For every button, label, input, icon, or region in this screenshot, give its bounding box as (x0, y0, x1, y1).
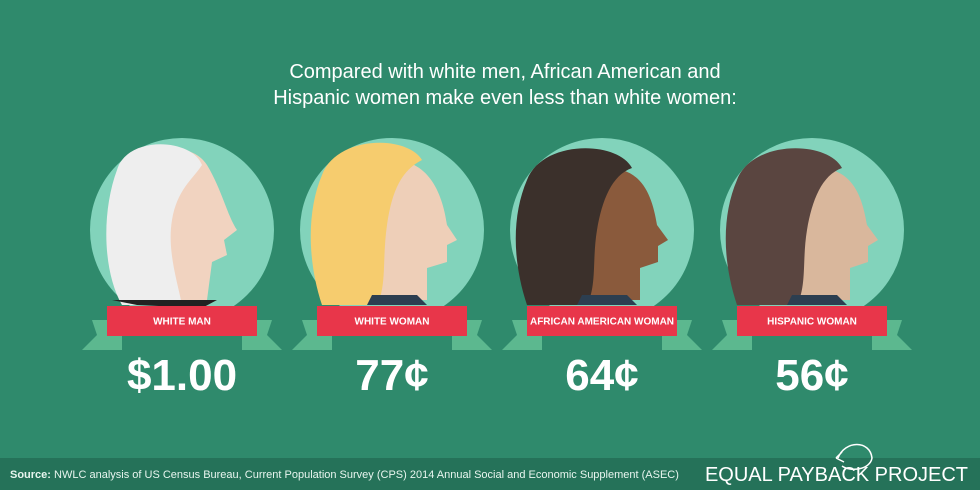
hair (310, 142, 422, 305)
person: AFRICAN AMERICAN WOMAN 64¢ (502, 138, 702, 400)
person: HISPANIC WOMAN 56¢ (712, 138, 912, 400)
footer (0, 458, 980, 490)
ribbon (737, 306, 887, 336)
pay-value: 56¢ (775, 351, 848, 400)
ribbon (107, 306, 257, 336)
hair (515, 148, 632, 305)
ribbon (317, 306, 467, 336)
person-label: HISPANIC WOMAN (767, 317, 857, 328)
hair (106, 144, 202, 305)
ribbon (527, 306, 677, 336)
person: WHITE MAN $1.00 (82, 138, 282, 400)
collar (787, 295, 847, 305)
hair (725, 148, 842, 305)
source-label: Source: (10, 469, 51, 481)
collar (577, 295, 637, 305)
source-text: NWLC analysis of US Census Bureau, Curre… (54, 469, 679, 481)
source: Source: NWLC analysis of US Census Burea… (10, 469, 679, 481)
person-label: WHITE WOMAN (355, 317, 430, 328)
person-label: WHITE MAN (153, 317, 211, 328)
pay-value: 77¢ (355, 351, 428, 400)
collar (367, 295, 427, 305)
brand: EQUAL PAYBACK PROJECT (705, 464, 968, 486)
person: WHITE WOMAN 77¢ (292, 138, 492, 400)
person-label: AFRICAN AMERICAN WOMAN (530, 317, 674, 328)
pay-value: 64¢ (565, 351, 638, 400)
title-line: Compared with white men, African America… (289, 61, 720, 83)
title-line: Hispanic women make even less than white… (273, 87, 737, 109)
pay-value: $1.00 (127, 351, 237, 400)
brand-icon (835, 443, 873, 471)
